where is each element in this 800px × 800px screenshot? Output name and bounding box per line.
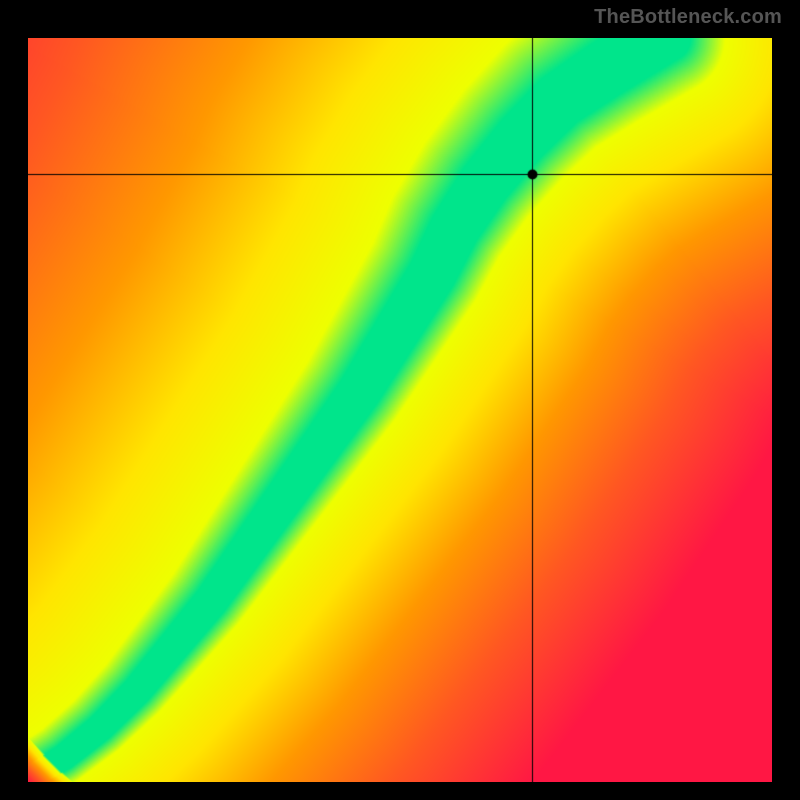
heatmap-canvas [28, 38, 772, 782]
watermark-text: TheBottleneck.com [594, 6, 782, 29]
chart-container: TheBottleneck.com [0, 0, 800, 800]
plot-area [28, 38, 772, 782]
